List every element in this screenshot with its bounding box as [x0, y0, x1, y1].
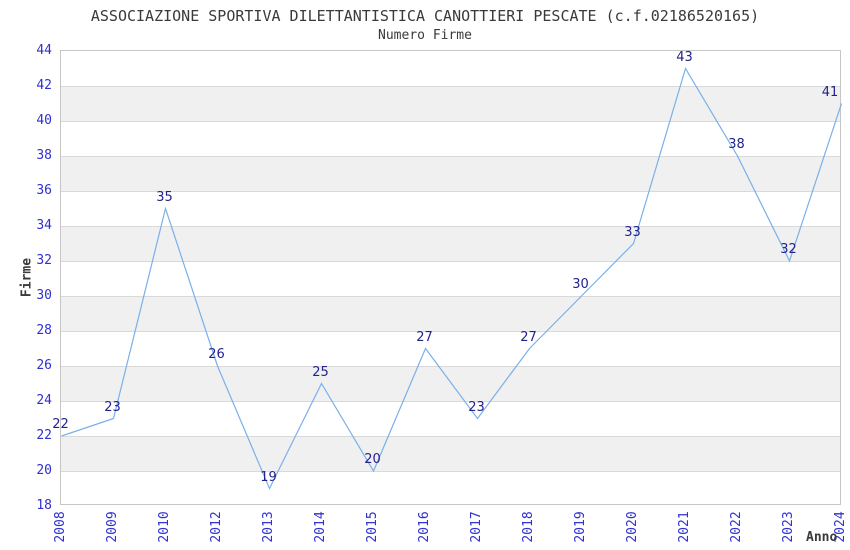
data-label: 30 — [572, 277, 589, 292]
x-tick-label: 2022 — [728, 511, 744, 543]
x-tick-label: 2010 — [156, 511, 172, 543]
chart-subtitle: Numero Firme — [378, 28, 472, 43]
x-tick-label: 2018 — [520, 511, 536, 543]
y-tick-label: 18 — [36, 497, 52, 513]
data-label: 38 — [728, 137, 745, 152]
data-label: 41 — [821, 84, 839, 100]
gridline — [61, 471, 840, 472]
y-tick-label: 26 — [36, 357, 52, 373]
x-tick-label: 2016 — [416, 511, 432, 543]
x-tick-label: 2012 — [208, 511, 224, 543]
x-tick-label: 2009 — [104, 511, 120, 543]
series-line — [61, 67, 842, 490]
x-tick-label: 2015 — [364, 511, 380, 543]
y-tick-label: 36 — [36, 182, 52, 198]
gridline — [61, 331, 840, 332]
gridline — [61, 296, 840, 297]
y-tick-label: 42 — [36, 77, 52, 93]
plot-band — [61, 296, 840, 331]
y-tick-label: 20 — [36, 462, 52, 478]
gridline — [61, 401, 840, 402]
y-tick-label: 28 — [36, 322, 52, 338]
x-tick-label: 2014 — [312, 511, 328, 543]
y-tick-label: 30 — [36, 287, 52, 303]
data-label: 22 — [52, 417, 69, 432]
data-label: 35 — [156, 189, 173, 205]
x-tick-label: 2019 — [572, 511, 588, 543]
y-tick-label: 22 — [36, 427, 52, 443]
gridline — [61, 191, 840, 192]
gridline — [61, 156, 840, 157]
gridline — [61, 366, 840, 367]
gridline — [61, 226, 840, 227]
x-tick-label: 2017 — [468, 511, 484, 543]
data-label: 27 — [416, 329, 433, 345]
data-label: 20 — [364, 452, 381, 467]
x-tick-label: 2020 — [624, 511, 640, 543]
plot-band — [61, 366, 840, 401]
plot-area — [60, 50, 842, 505]
y-tick-label: 24 — [36, 392, 52, 408]
x-tick-label: 2013 — [260, 511, 276, 543]
data-label: 25 — [312, 364, 329, 380]
gridline — [61, 121, 840, 122]
data-label: 23 — [104, 399, 121, 415]
plot-band — [61, 436, 840, 471]
plot-band — [61, 86, 840, 121]
chart-title: ASSOCIAZIONE SPORTIVA DILETTANTISTICA CA… — [90, 7, 760, 25]
data-label: 33 — [624, 224, 641, 240]
x-tick-label: 2023 — [780, 511, 796, 543]
data-label: 23 — [468, 399, 485, 415]
y-tick-label: 40 — [36, 112, 52, 128]
data-label: 27 — [520, 329, 537, 345]
y-tick-label: 34 — [36, 217, 52, 233]
data-label: 32 — [780, 242, 797, 257]
x-tick-label: 2021 — [676, 511, 692, 543]
data-label: 26 — [208, 347, 225, 362]
y-tick-label: 44 — [36, 42, 52, 58]
y-tick-label: 32 — [36, 252, 52, 268]
x-tick-label: 2008 — [52, 511, 68, 543]
plot-band — [61, 226, 840, 261]
gridline — [61, 86, 840, 87]
gridline — [61, 436, 840, 437]
x-axis-title: Anno — [806, 530, 838, 545]
plot-band — [61, 156, 840, 191]
gridline — [61, 261, 840, 262]
data-label: 19 — [260, 469, 277, 485]
data-label: 43 — [676, 49, 693, 65]
y-tick-label: 38 — [36, 147, 52, 163]
